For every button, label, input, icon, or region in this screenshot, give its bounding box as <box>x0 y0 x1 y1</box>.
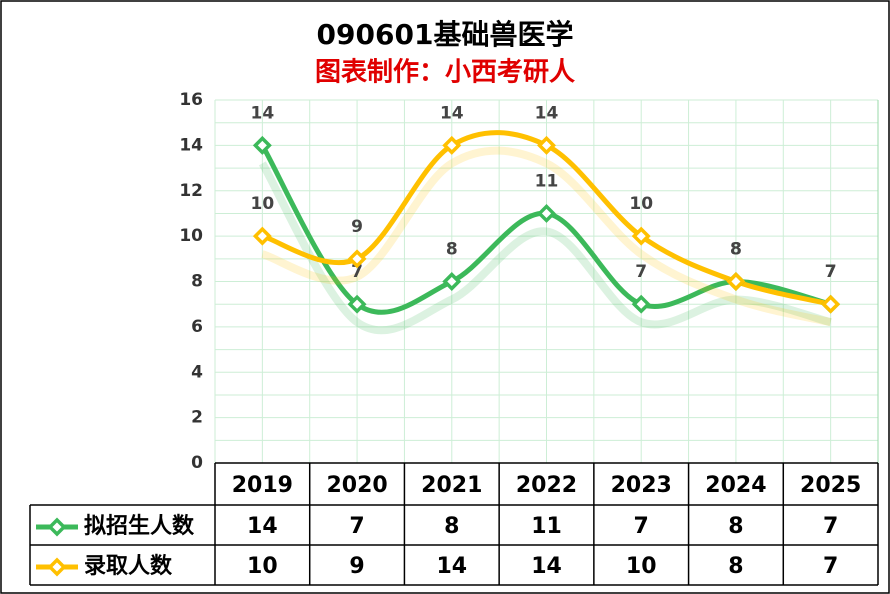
marker <box>537 135 556 155</box>
marker <box>631 226 651 246</box>
legend-marker <box>47 517 67 537</box>
x-tick-label: 2021 <box>421 473 482 498</box>
table-cell: 14 <box>247 514 278 539</box>
chart-subtitle: 图表制作：小西考研人 <box>315 58 575 88</box>
table-cell: 9 <box>349 554 364 579</box>
table-cell: 11 <box>531 514 562 539</box>
data-label: 11 <box>535 171 559 191</box>
data-label: 7 <box>825 262 837 282</box>
marker <box>252 226 272 246</box>
x-tick-label: 2019 <box>232 473 293 498</box>
x-tick-label: 2020 <box>326 473 387 498</box>
data-label: 7 <box>351 262 363 282</box>
y-tick-label: 0 <box>191 453 203 473</box>
table-cell: 8 <box>444 514 459 539</box>
table-cell: 7 <box>634 514 649 539</box>
data-label: 8 <box>446 240 458 260</box>
chart-title: 090601基础兽医学 <box>317 18 574 51</box>
table-cell: 7 <box>349 514 364 539</box>
y-tick-label: 4 <box>191 362 203 382</box>
table-cell: 14 <box>436 554 467 579</box>
y-tick-label: 16 <box>179 90 203 110</box>
x-tick-label: 2022 <box>516 473 577 498</box>
marker <box>442 272 462 291</box>
data-label: 9 <box>351 217 363 237</box>
marker <box>537 203 556 223</box>
line-shadow <box>261 146 832 327</box>
marker <box>347 249 367 269</box>
data-label: 14 <box>251 103 275 123</box>
data-label: 14 <box>535 103 559 123</box>
data-label: 7 <box>825 262 837 282</box>
x-tick-label: 2025 <box>800 473 861 498</box>
marker <box>442 135 462 155</box>
y-tick-label: 12 <box>179 181 203 201</box>
table-cell: 10 <box>626 554 657 579</box>
marker <box>631 294 651 314</box>
y-tick-label: 10 <box>179 226 203 246</box>
y-tick-label: 14 <box>179 135 203 155</box>
data-label: 10 <box>251 194 275 214</box>
y-tick-label: 6 <box>191 317 203 337</box>
y-tick-label: 2 <box>191 408 203 428</box>
marker <box>252 135 272 155</box>
table-cell: 14 <box>531 554 562 579</box>
x-tick-label: 2024 <box>705 473 766 498</box>
legend-label: 拟招生人数 <box>84 513 195 539</box>
marker <box>726 272 746 291</box>
data-label: 10 <box>629 194 653 214</box>
y-tick-label: 8 <box>191 272 203 292</box>
legend-marker <box>47 557 67 577</box>
line-shadow <box>258 161 832 335</box>
table-cell: 8 <box>728 554 743 579</box>
data-label: 14 <box>440 103 464 123</box>
marker <box>347 294 367 314</box>
legend-label: 录取人数 <box>84 553 173 579</box>
table-cell: 10 <box>247 554 278 579</box>
marker <box>821 294 841 314</box>
x-tick-label: 2023 <box>611 473 672 498</box>
data-label: 7 <box>635 262 647 282</box>
table-cell: 7 <box>823 514 838 539</box>
table-cell: 8 <box>728 514 743 539</box>
table-cell: 7 <box>823 554 838 579</box>
data-label: 8 <box>730 240 742 260</box>
data-label: 8 <box>730 240 742 260</box>
